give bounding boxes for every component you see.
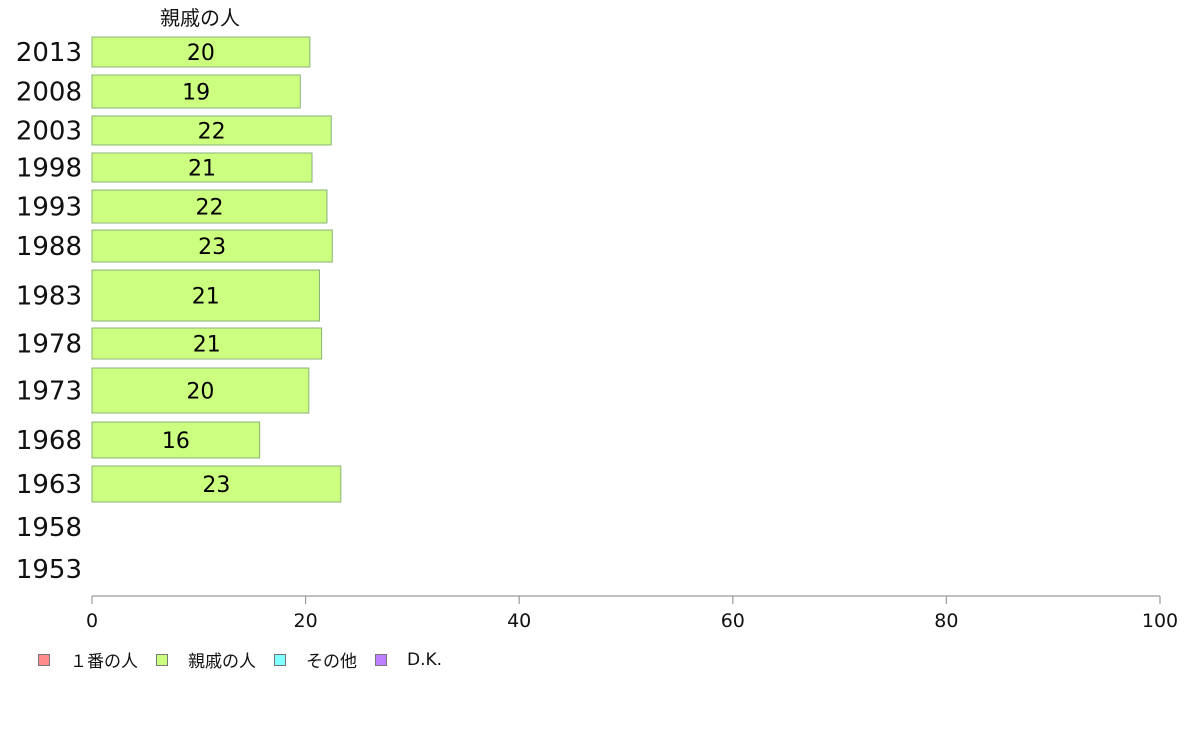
year-label: 1968 <box>16 426 82 456</box>
bar-chart: 親戚の人 20 19 22 21 22 23 21 21 20 16 23 2013 2008 2003… <box>16 6 1178 632</box>
bar-1998 <box>91 152 313 183</box>
x-tick-label: 40 <box>507 610 531 632</box>
legend-label: １番の人 <box>70 652 138 672</box>
bar-1963 <box>91 465 342 503</box>
legend-swatch <box>274 653 286 666</box>
year-label: 1963 <box>16 470 82 500</box>
bar-value-label: 21 <box>188 157 216 182</box>
bar-1988 <box>91 229 333 263</box>
bar-value-label: 21 <box>193 333 221 358</box>
bar-value-label: 23 <box>202 473 230 498</box>
year-label: 1978 <box>16 330 82 360</box>
x-tick-label: 100 <box>1142 610 1178 632</box>
bar-value-label: 22 <box>198 120 226 145</box>
bar-value-label: 20 <box>186 380 214 405</box>
year-label: 2003 <box>16 117 82 147</box>
bar-1978 <box>91 327 323 360</box>
year-label: 1953 <box>16 555 82 585</box>
year-label: 1958 <box>16 513 82 543</box>
x-axis-ticks-group: 0 20 40 60 80 100 <box>86 596 1178 632</box>
bar-1983 <box>91 269 320 322</box>
bar-1973 <box>91 367 310 414</box>
bar-2013 <box>91 36 311 68</box>
legend-label: 親戚の人 <box>188 652 256 672</box>
bars-group: 20 19 22 21 22 23 21 21 20 16 23 <box>91 36 342 503</box>
legend-item: その他 <box>274 647 357 672</box>
bar-value-label: 20 <box>187 41 215 66</box>
year-labels-group: 2013 2008 2003 1998 1993 1988 1983 1978 1973 1968… <box>16 38 82 585</box>
year-label: 1988 <box>16 232 82 262</box>
bar-2008 <box>91 74 301 109</box>
legend-item: D.K. <box>375 650 442 670</box>
bar-value-label: 21 <box>192 285 220 310</box>
bar-value-label: 22 <box>195 196 223 221</box>
year-label: 1993 <box>16 193 82 223</box>
x-tick-label: 80 <box>934 610 958 632</box>
legend-swatch <box>38 653 50 666</box>
year-label: 1983 <box>16 282 82 312</box>
legend: １番の人 親戚の人 その他 D.K. <box>38 647 460 672</box>
bar-value-label: 16 <box>162 429 190 454</box>
series-title: 親戚の人 <box>160 6 240 30</box>
x-tick-label: 0 <box>86 610 98 632</box>
legend-label: その他 <box>306 652 357 672</box>
legend-item: １番の人 <box>38 647 138 672</box>
bar-1968 <box>91 421 261 459</box>
x-tick-label: 60 <box>721 610 745 632</box>
year-label: 1973 <box>16 377 82 407</box>
bar-1993 <box>91 189 328 224</box>
bar-value-label: 19 <box>182 81 210 106</box>
legend-label: D.K. <box>407 649 443 670</box>
legend-item: 親戚の人 <box>156 647 256 672</box>
year-label: 1998 <box>16 154 82 184</box>
bar-2003 <box>91 115 332 146</box>
year-label: 2013 <box>16 38 82 68</box>
legend-swatch <box>156 653 168 666</box>
legend-swatch <box>375 653 387 666</box>
bar-value-label: 23 <box>198 235 226 260</box>
x-tick-label: 20 <box>294 610 318 632</box>
year-label: 2008 <box>16 78 82 108</box>
